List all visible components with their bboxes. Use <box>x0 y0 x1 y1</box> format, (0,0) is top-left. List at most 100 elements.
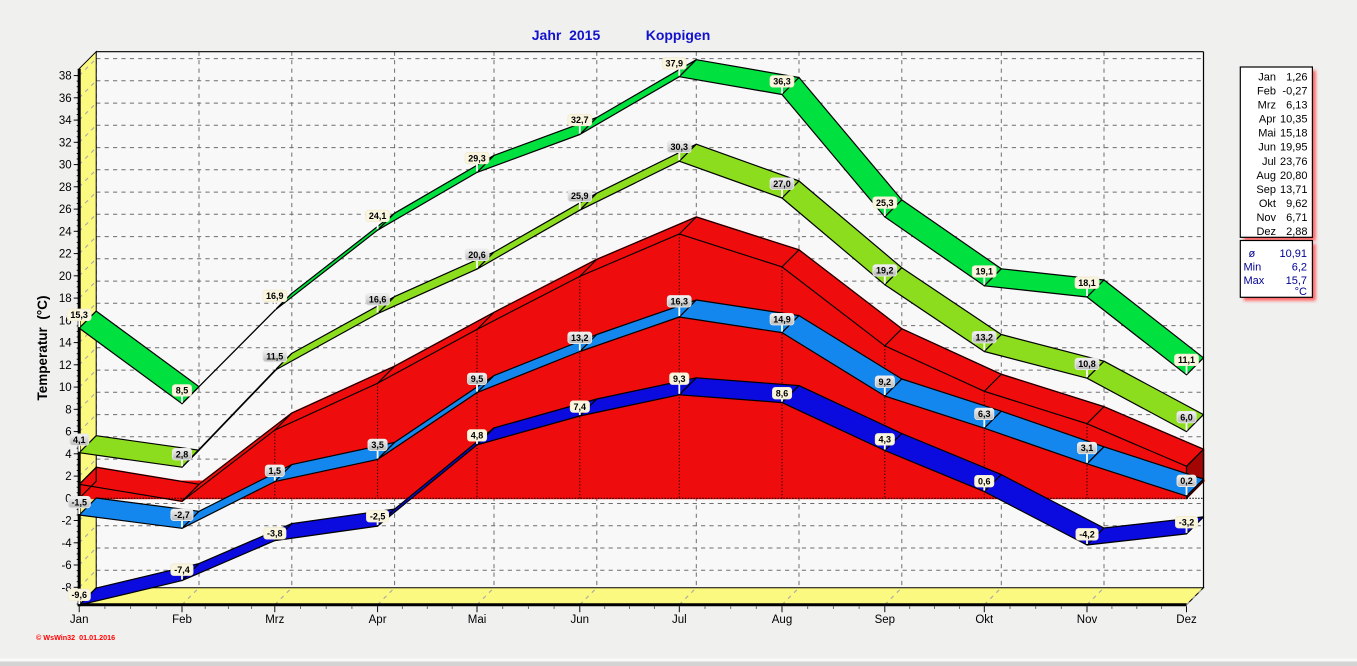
svg-text:-0,27: -0,27 <box>1282 85 1307 97</box>
svg-text:32,7: 32,7 <box>571 115 589 125</box>
svg-text:3,5: 3,5 <box>371 440 384 450</box>
svg-text:Jun: Jun <box>571 614 590 626</box>
svg-text:Mrz: Mrz <box>1258 100 1276 112</box>
svg-text:Max: Max <box>1244 275 1265 287</box>
svg-text:-2,5: -2,5 <box>370 511 386 521</box>
svg-text:8,6: 8,6 <box>776 388 789 398</box>
svg-text:24,1: 24,1 <box>369 211 387 221</box>
svg-text:Feb: Feb <box>172 614 192 626</box>
svg-text:Nov: Nov <box>1077 614 1098 626</box>
svg-text:6,71: 6,71 <box>1286 212 1307 224</box>
svg-text:10,35: 10,35 <box>1280 114 1308 126</box>
svg-text:19,2: 19,2 <box>876 266 894 276</box>
svg-text:10: 10 <box>59 382 72 394</box>
svg-text:32: 32 <box>59 137 72 149</box>
svg-text:Jan: Jan <box>70 614 89 626</box>
svg-text:Jul: Jul <box>1262 156 1276 168</box>
svg-text:18: 18 <box>59 293 72 305</box>
svg-text:14,9: 14,9 <box>773 314 791 324</box>
svg-text:Jan: Jan <box>1258 71 1276 83</box>
svg-text:18,1: 18,1 <box>1078 278 1096 288</box>
svg-text:-4,2: -4,2 <box>1079 530 1095 540</box>
svg-text:9,62: 9,62 <box>1286 198 1307 210</box>
svg-text:2: 2 <box>65 471 71 483</box>
svg-text:-3,2: -3,2 <box>1179 517 1195 527</box>
svg-text:Sep: Sep <box>875 614 895 626</box>
svg-text:Mai: Mai <box>468 614 487 626</box>
svg-text:34: 34 <box>59 115 72 127</box>
svg-text:ø: ø <box>1249 248 1256 260</box>
svg-text:19,95: 19,95 <box>1280 142 1308 154</box>
svg-text:Dez: Dez <box>1256 226 1276 238</box>
svg-text:-8: -8 <box>61 582 71 594</box>
svg-text:Okt: Okt <box>1259 198 1276 210</box>
svg-text:Jul: Jul <box>672 614 687 626</box>
svg-text:15,18: 15,18 <box>1280 128 1308 140</box>
svg-text:13,2: 13,2 <box>571 333 589 343</box>
svg-text:14: 14 <box>59 338 72 350</box>
svg-text:25,3: 25,3 <box>876 198 894 208</box>
svg-text:22: 22 <box>59 249 72 261</box>
svg-text:0,6: 0,6 <box>978 476 991 486</box>
svg-text:4,1: 4,1 <box>73 435 86 445</box>
svg-text:28: 28 <box>59 182 72 194</box>
svg-text:Apr: Apr <box>369 614 387 626</box>
svg-text:30,3: 30,3 <box>671 142 689 152</box>
svg-text:13,2: 13,2 <box>976 332 994 342</box>
svg-text:36,3: 36,3 <box>773 77 791 87</box>
svg-text:6,2: 6,2 <box>1292 262 1307 274</box>
svg-text:10,8: 10,8 <box>1078 359 1096 369</box>
svg-text:9,5: 9,5 <box>471 374 484 384</box>
svg-text:25,9: 25,9 <box>571 191 589 201</box>
svg-text:Min: Min <box>1244 262 1262 274</box>
svg-text:9,3: 9,3 <box>673 374 686 384</box>
svg-text:6,13: 6,13 <box>1286 100 1307 112</box>
svg-text:© WsWin32 01.01.2016: © WsWin32 01.01.2016 <box>36 633 115 642</box>
svg-text:23,76: 23,76 <box>1280 156 1308 168</box>
svg-text:Okt: Okt <box>975 614 994 626</box>
svg-text:-4: -4 <box>61 538 72 550</box>
svg-text:0,2: 0,2 <box>1180 476 1193 486</box>
svg-text:30: 30 <box>59 160 72 172</box>
svg-text:Mrz: Mrz <box>265 614 284 626</box>
svg-text:6,3: 6,3 <box>978 409 991 419</box>
svg-text:-9,6: -9,6 <box>71 590 87 600</box>
svg-text:24: 24 <box>59 226 72 238</box>
svg-text:-6: -6 <box>61 560 71 572</box>
svg-text:Sep: Sep <box>1256 184 1276 196</box>
svg-text:20,80: 20,80 <box>1280 170 1308 182</box>
svg-text:Apr: Apr <box>1259 114 1276 126</box>
svg-text:1,26: 1,26 <box>1286 71 1307 83</box>
svg-text:8: 8 <box>65 404 71 416</box>
svg-text:16,3: 16,3 <box>671 297 689 307</box>
svg-text:Dez: Dez <box>1176 614 1197 626</box>
svg-text:-2: -2 <box>61 516 71 528</box>
svg-text:6: 6 <box>65 427 71 439</box>
svg-text:°C: °C <box>1295 286 1307 298</box>
svg-text:4,8: 4,8 <box>471 431 484 441</box>
svg-text:Koppigen: Koppigen <box>646 27 711 43</box>
svg-text:-1,5: -1,5 <box>71 497 87 507</box>
svg-text:1,5: 1,5 <box>269 466 282 476</box>
svg-text:15,7: 15,7 <box>1286 275 1307 287</box>
svg-text:2,8: 2,8 <box>176 449 189 459</box>
svg-text:Jun: Jun <box>1258 142 1276 154</box>
svg-text:20: 20 <box>59 271 72 283</box>
svg-text:Temperatur (°C): Temperatur (°C) <box>35 296 50 401</box>
svg-text:12: 12 <box>59 360 72 372</box>
svg-text:15,3: 15,3 <box>70 310 88 320</box>
svg-text:7,4: 7,4 <box>574 402 587 412</box>
svg-text:Nov: Nov <box>1256 212 1276 224</box>
svg-text:8,5: 8,5 <box>176 386 189 396</box>
svg-text:Feb: Feb <box>1257 85 1276 97</box>
svg-text:11,1: 11,1 <box>1178 355 1195 365</box>
svg-text:29,3: 29,3 <box>468 153 486 163</box>
svg-text:36: 36 <box>59 93 72 105</box>
svg-text:Aug: Aug <box>1256 170 1276 182</box>
svg-text:6,0: 6,0 <box>1180 412 1193 422</box>
svg-text:-2,7: -2,7 <box>174 510 190 520</box>
svg-text:Aug: Aug <box>772 614 792 626</box>
svg-text:20,6: 20,6 <box>468 250 486 260</box>
svg-text:27,0: 27,0 <box>773 179 791 189</box>
svg-text:37,9: 37,9 <box>666 59 684 69</box>
